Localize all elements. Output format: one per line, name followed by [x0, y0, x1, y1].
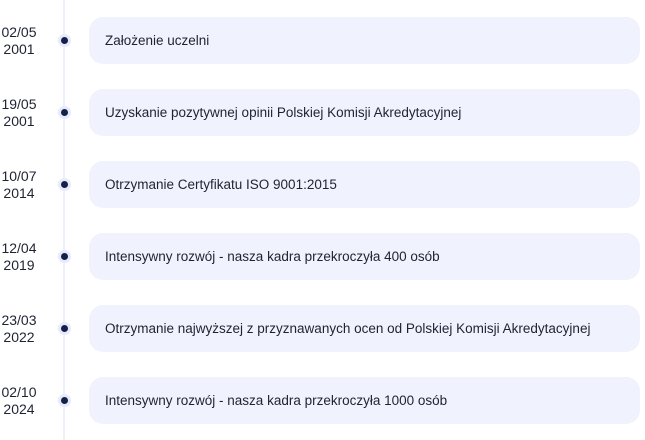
timeline-item: 02/05 2001 Założenie uczelni	[0, 17, 645, 64]
timeline-date: 02/05 2001	[0, 24, 42, 58]
date-year: 2022	[3, 329, 35, 345]
date-day-month: 02/05	[1, 24, 37, 40]
date-year: 2024	[3, 401, 35, 417]
timeline-card: Założenie uczelni	[89, 17, 640, 64]
timeline-date: 02/10 2024	[0, 384, 42, 418]
date-day-month: 23/03	[1, 312, 37, 328]
date-day-month: 19/05	[1, 96, 37, 112]
timeline-item: 10/07 2014 Otrzymanie Certyfikatu ISO 900…	[0, 161, 645, 208]
timeline-text: Uzyskanie pozytywnej opinii Polskiej Kom…	[105, 105, 462, 120]
timeline-card: Otrzymanie Certyfikatu ISO 9001:2015	[89, 161, 640, 208]
timeline-dot-icon	[58, 394, 71, 407]
timeline-line	[63, 0, 65, 440]
timeline-date: 23/03 2022	[0, 312, 42, 346]
timeline-date: 10/07 2014	[0, 168, 42, 202]
timeline-text: Intensywny rozwój - nasza kadra przekroc…	[105, 393, 448, 408]
timeline-text: Otrzymanie najwyższej z przyznawanych oc…	[105, 321, 591, 336]
timeline-card: Uzyskanie pozytywnej opinii Polskiej Kom…	[89, 89, 640, 136]
date-year: 2001	[3, 41, 35, 57]
timeline-item: 12/04 2019 Intensywny rozwój - nasza kadr…	[0, 233, 645, 280]
timeline-text: Intensywny rozwój - nasza kadra przekroc…	[105, 249, 440, 264]
date-year: 2019	[3, 257, 35, 273]
timeline-dot-icon	[58, 34, 71, 47]
timeline-card: Intensywny rozwój - nasza kadra przekroc…	[89, 377, 640, 424]
date-year: 2014	[3, 185, 35, 201]
timeline-text: Otrzymanie Certyfikatu ISO 9001:2015	[105, 177, 337, 192]
timeline-item: 02/10 2024 Intensywny rozwój - nasza kadr…	[0, 377, 645, 424]
timeline-item: 23/03 2022 Otrzymanie najwyższej z przyzn…	[0, 305, 645, 352]
timeline-dot-icon	[58, 322, 71, 335]
timeline-card: Intensywny rozwój - nasza kadra przekroc…	[89, 233, 640, 280]
date-day-month: 02/10	[1, 384, 37, 400]
timeline-date: 19/05 2001	[0, 96, 42, 130]
timeline-dot-icon	[58, 178, 71, 191]
timeline-text: Założenie uczelni	[105, 33, 210, 48]
timeline-dot-icon	[58, 106, 71, 119]
timeline-date: 12/04 2019	[0, 240, 42, 274]
date-day-month: 12/04	[1, 240, 37, 256]
date-day-month: 10/07	[1, 168, 37, 184]
timeline-item: 19/05 2001 Uzyskanie pozytywnej opinii Po…	[0, 89, 645, 136]
timeline-card: Otrzymanie najwyższej z przyznawanych oc…	[89, 305, 640, 352]
timeline-dot-icon	[58, 250, 71, 263]
date-year: 2001	[3, 113, 35, 129]
